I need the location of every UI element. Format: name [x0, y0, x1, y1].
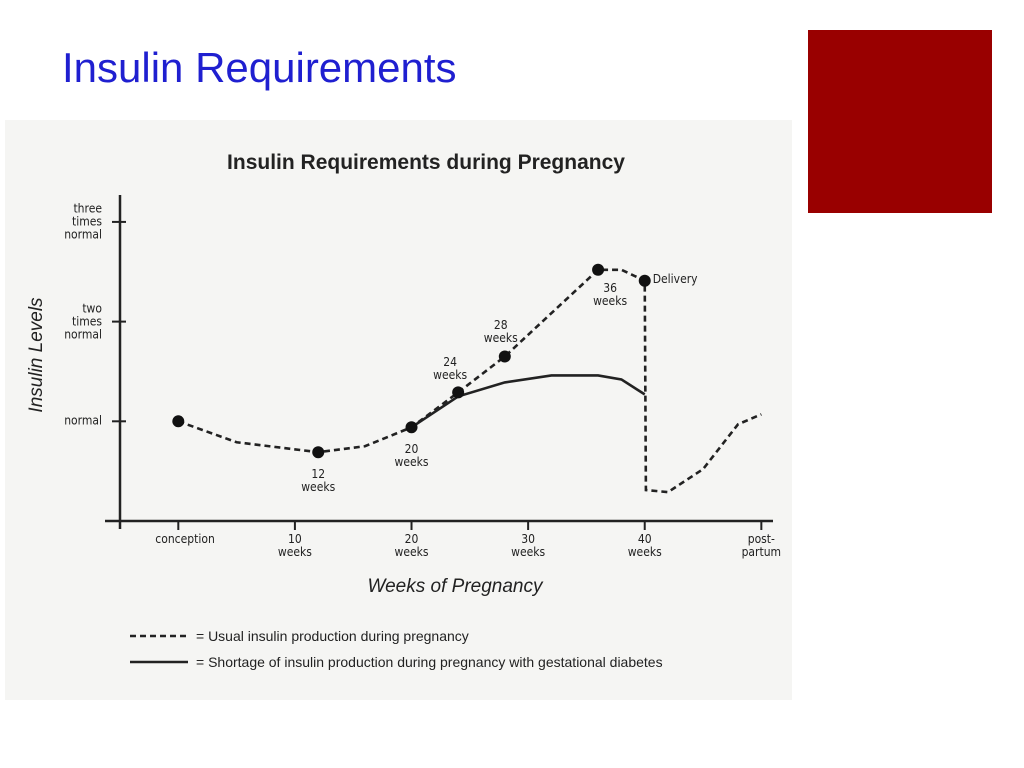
chart-background [5, 120, 792, 700]
x-tick-label: conception [155, 532, 215, 546]
data-point [452, 386, 465, 399]
series-line [177, 268, 762, 494]
accent-block [808, 30, 992, 213]
chart-title: Insulin Requirements during Pregnancy [227, 151, 625, 174]
data-point [312, 446, 325, 459]
x-tick-label: 30 weeks [511, 532, 546, 559]
point-label: 24 weeks [433, 355, 468, 383]
x-tick-label: 40 weeks [627, 532, 662, 559]
legend-label: = Usual insulin production during pregna… [196, 628, 469, 644]
point-label: 28 weeks [483, 317, 518, 345]
x-tick-label: 20 weeks [394, 532, 429, 559]
y-tick-label: normal [64, 413, 102, 428]
legend-label: = Shortage of insulin production during … [196, 654, 663, 670]
data-point [172, 415, 185, 428]
x-tick-label: 10 weeks [277, 532, 312, 559]
data-point [638, 274, 651, 287]
x-axis-title: Weeks of Pregnancy [368, 576, 544, 597]
x-tick-label: post-partum [741, 532, 782, 559]
point-label: Delivery [652, 271, 698, 286]
point-label: 12 weeks [301, 467, 336, 495]
point-label: 20 weeks [394, 442, 429, 470]
data-point [405, 421, 418, 434]
y-tick-label: three times normal [64, 201, 102, 242]
y-axis-title: Insulin Levels [26, 297, 47, 413]
data-point [592, 263, 605, 276]
data-point [498, 350, 511, 363]
slide-title: Insulin Requirements [62, 44, 457, 91]
point-label: 36 weeks [593, 280, 628, 308]
y-tick-label: two times normal [64, 301, 102, 342]
